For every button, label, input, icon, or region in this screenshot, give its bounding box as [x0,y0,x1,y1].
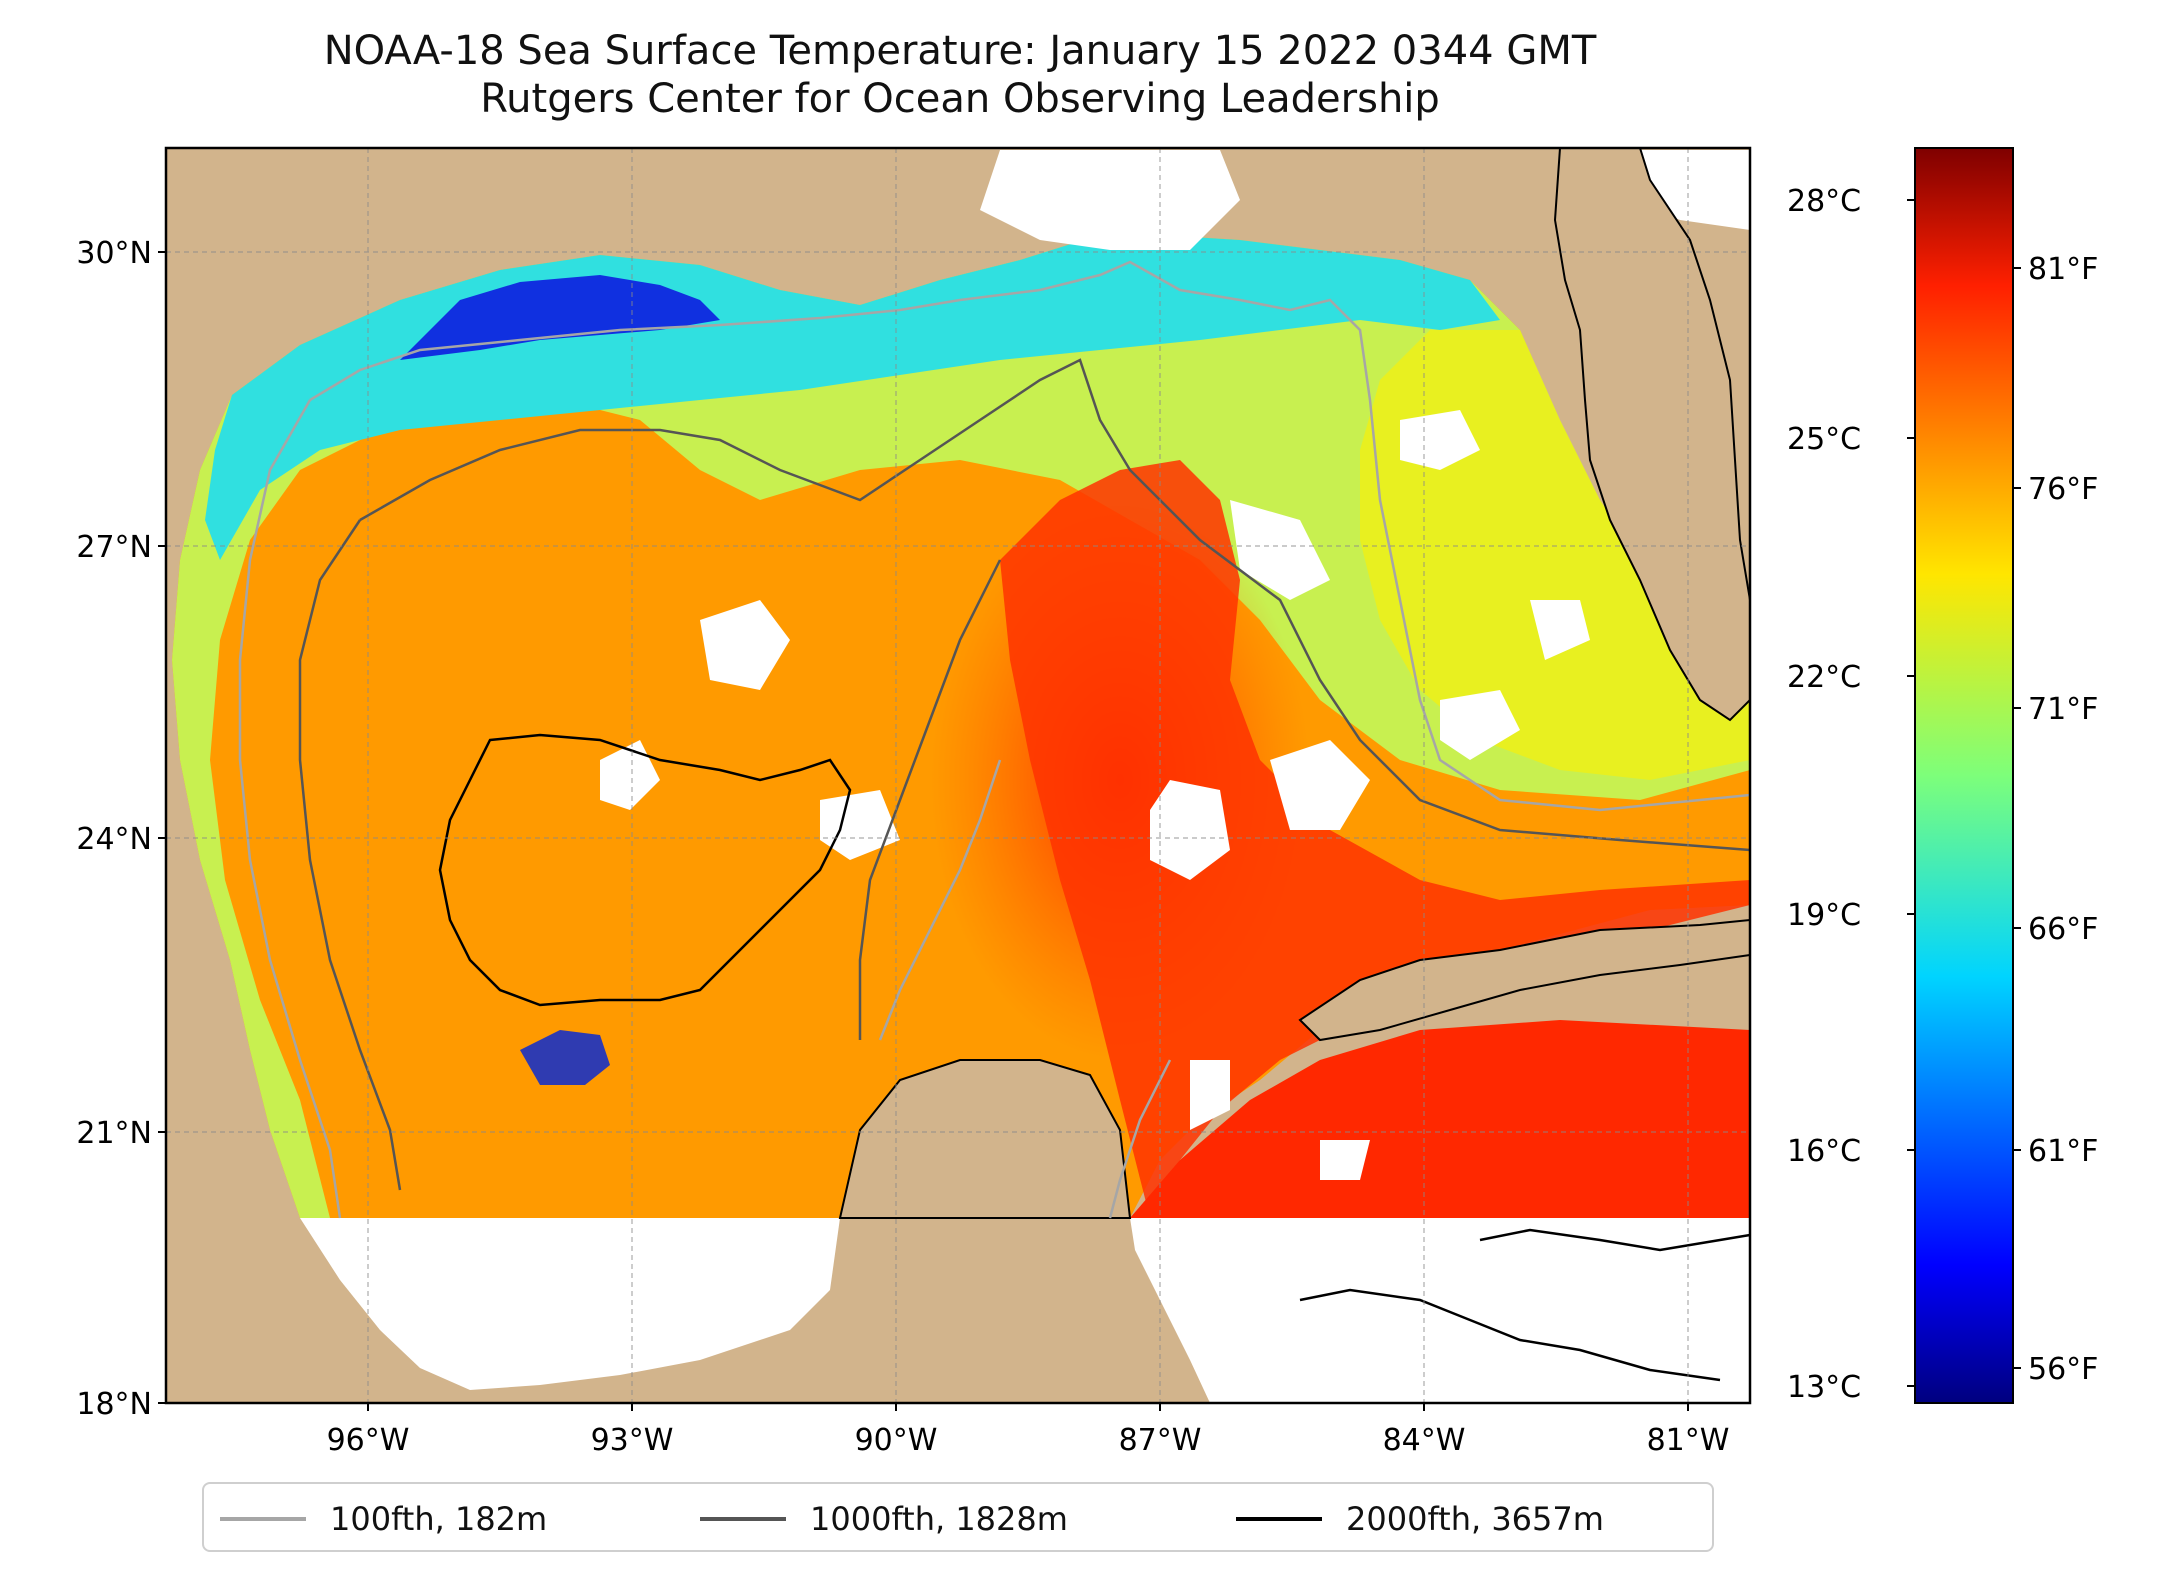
legend-line-swatch [700,1517,786,1521]
fahrenheit-tick-label: 66°F [2028,912,2098,947]
colorbar [1914,147,2014,1404]
lat-tick-label: 18°N [76,1387,152,1422]
no-data-region-east [1130,1218,1750,1403]
contour-100fth [238,260,1750,1219]
celsius-tick-label: 16°C [1787,1134,1861,1169]
lon-tick-label: 81°W [1647,1423,1730,1458]
coastal-cold-water [400,275,720,360]
legend-line-swatch [1236,1517,1322,1521]
contour-1000fth [298,358,1750,1191]
fahrenheit-tick-label: 56°F [2028,1352,2098,1387]
lon-tick-label: 90°W [855,1423,938,1458]
lon-tick-label: 84°W [1383,1423,1466,1458]
legend-label: 1000fth, 1828m [810,1500,1068,1538]
axis-ticks [158,251,1689,1411]
loop-current-core [1000,460,1750,1218]
contour-2000fth [438,733,1750,1382]
celsius-tick-label: 25°C [1787,422,1861,457]
celsius-tick-label: 28°C [1787,184,1861,219]
legend-item-100fth: 100fth, 182m [220,1484,547,1554]
cold-patch-central [520,1030,610,1085]
gridlines [166,148,1750,1403]
celsius-tick-label: 22°C [1787,660,1861,695]
caribbean-water [1130,1020,1750,1218]
lat-tick-label: 21°N [76,1116,152,1151]
celsius-tick-label: 13°C [1787,1370,1861,1405]
fahrenheit-tick-label: 81°F [2028,252,2098,287]
fahrenheit-tick-label: 71°F [2028,692,2098,727]
lon-tick-label: 87°W [1119,1423,1202,1458]
legend-item-2000fth: 2000fth, 3657m [1236,1484,1604,1554]
colorbar-ticks [1907,199,2021,1387]
lon-tick-label: 93°W [591,1423,674,1458]
map-subtitle: Rutgers Center for Ocean Observing Leade… [480,76,1440,122]
map-legend: 100fth, 182m 1000fth, 1828m 2000fth, 365… [202,1482,1714,1552]
map-title: NOAA-18 Sea Surface Temperature: January… [323,28,1597,74]
map-frame [164,146,1752,1405]
florida-land [1553,148,1750,722]
shelf-water-north [172,235,1750,1218]
cuba-land [1298,918,1750,1042]
yucatan-land [838,1059,1132,1219]
lat-tick-label: 30°N [76,236,152,271]
fahrenheit-tick-label: 61°F [2028,1134,2098,1169]
lat-tick-label: 24°N [76,822,152,857]
legend-label: 100fth, 182m [330,1500,548,1538]
lon-tick-label: 96°W [327,1423,410,1458]
legend-item-1000fth: 1000fth, 1828m [700,1484,1068,1554]
celsius-tick-label: 19°C [1787,898,1861,933]
legend-line-swatch [220,1517,306,1521]
no-data-region [300,1218,840,1390]
fahrenheit-tick-label: 76°F [2028,472,2098,507]
lat-tick-label: 27°N [76,530,152,565]
cloud-mask [600,150,1750,1180]
legend-label: 2000fth, 3657m [1346,1500,1604,1538]
